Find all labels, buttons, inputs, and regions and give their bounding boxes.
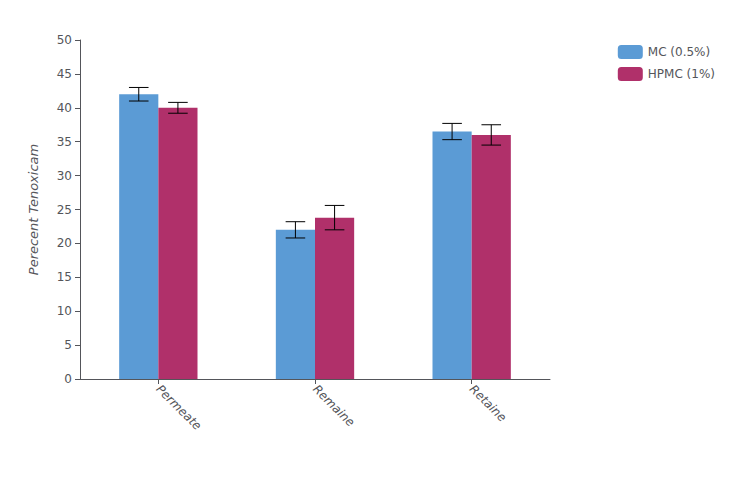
svg-text:MC (0.5%): MC (0.5%) — [648, 45, 710, 59]
svg-text:40: 40 — [57, 101, 72, 115]
svg-text:Remaine: Remaine — [310, 382, 357, 429]
svg-text:Perecent Tenoxicam: Perecent Tenoxicam — [26, 144, 41, 275]
svg-text:25: 25 — [57, 203, 72, 217]
svg-text:5: 5 — [64, 338, 72, 352]
svg-text:Permeate: Permeate — [153, 382, 204, 433]
svg-text:35: 35 — [57, 135, 72, 149]
svg-text:10: 10 — [57, 304, 72, 318]
svg-text:15: 15 — [57, 270, 72, 284]
svg-text:Retaine: Retaine — [467, 382, 509, 424]
svg-text:20: 20 — [57, 236, 72, 250]
svg-text:0: 0 — [64, 372, 72, 386]
svg-text:30: 30 — [57, 169, 72, 183]
svg-text:HPMC (1%): HPMC (1%) — [648, 67, 715, 81]
svg-text:45: 45 — [57, 67, 72, 81]
svg-text:50: 50 — [57, 33, 72, 47]
